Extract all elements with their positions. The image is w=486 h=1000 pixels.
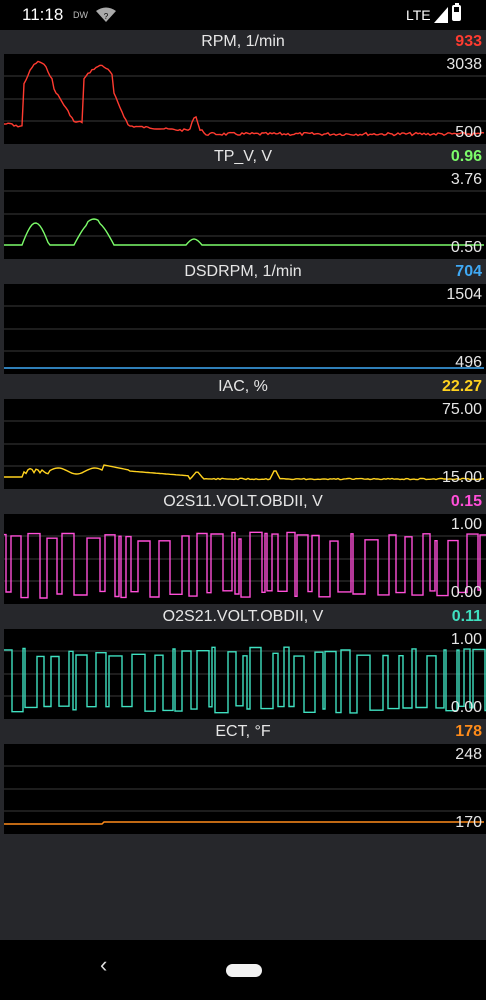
series-line [4, 646, 486, 714]
gauge-plot-svg [4, 190, 486, 246]
gauge-title: ECT, °F [215, 723, 271, 740]
battery-fill [454, 12, 459, 19]
gauge-panel[interactable]: ECT, °F 178 248 170 [0, 720, 486, 835]
gauge-panel[interactable]: IAC, % 22.27 75.00 15.00 [0, 375, 486, 490]
axis-max-label: 1.00 [450, 516, 482, 533]
back-icon[interactable]: ‹ [100, 952, 108, 977]
axis-min-label: 500 [455, 124, 482, 141]
gauge-panel[interactable]: RPM, 1/min 933 3038 500 [0, 30, 486, 145]
gauge-current-value: 704 [455, 263, 482, 280]
gauge-plot-svg [4, 531, 486, 599]
gauge-title: IAC, % [218, 378, 268, 395]
axis-max-label: 1504 [446, 286, 482, 303]
gauge-plot: 1.00 0.00 [4, 629, 486, 719]
series-line [4, 218, 484, 246]
gauge-title: O2S11.VOLT.OBDII, V [163, 493, 323, 510]
gauge-current-value: 0.11 [451, 608, 482, 625]
series-line [4, 821, 484, 825]
gauge-title: TP_V, V [213, 148, 273, 165]
status-time: 11:18 [22, 5, 64, 24]
gauge-plot-svg [4, 305, 486, 369]
gauge-plot: 3.76 0.50 [4, 169, 486, 259]
axis-max-label: 75.00 [441, 401, 482, 418]
gauge-panel[interactable]: O2S11.VOLT.OBDII, V 0.15 1.00 0.00 [0, 490, 486, 605]
gauge-current-value: 178 [455, 723, 482, 740]
battery-tip [455, 3, 459, 5]
svg-text:?: ? [104, 12, 109, 21]
axis-min-label: 0.00 [450, 699, 482, 716]
gauge-title: DSDRPM, 1/min [184, 263, 302, 280]
series-line [4, 60, 485, 137]
battery-icon [452, 5, 461, 21]
gauge-current-value: 933 [455, 33, 482, 50]
wifi-question-icon: ? [96, 7, 116, 22]
app-badge: DW [73, 10, 88, 20]
gauge-current-value: 0.96 [450, 148, 482, 165]
axis-min-label: 15.00 [441, 469, 482, 486]
gauge-plot: 1504 496 [4, 284, 486, 374]
gauge-title: RPM, 1/min [201, 33, 285, 50]
network-type: LTE [406, 7, 431, 23]
gauge-plot: 1.00 0.00 [4, 514, 486, 604]
gauge-panel[interactable]: TP_V, V 0.96 3.76 0.50 [0, 145, 486, 260]
gauge-title: O2S21.VOLT.OBDII, V [162, 608, 324, 625]
axis-max-label: 248 [455, 746, 482, 763]
axis-min-label: 0.50 [450, 239, 482, 256]
gauge-plot: 3038 500 [4, 54, 486, 144]
gauge-plot-svg [4, 420, 486, 481]
gauge-plot-svg [4, 60, 486, 137]
axis-max-label: 3.76 [450, 171, 482, 188]
series-line [4, 464, 485, 481]
home-pill-icon[interactable] [226, 964, 262, 977]
axis-min-label: 170 [455, 814, 482, 831]
axis-max-label: 3038 [446, 56, 482, 73]
gauge-plot-svg [4, 765, 486, 825]
gauge-plot-svg [4, 646, 486, 714]
series-line [4, 531, 486, 599]
axis-max-label: 1.00 [450, 631, 482, 648]
axis-min-label: 0.00 [450, 584, 482, 601]
axis-min-label: 496 [455, 354, 482, 371]
gauge-panel[interactable]: DSDRPM, 1/min 704 1504 496 [0, 260, 486, 375]
gauge-current-value: 0.15 [450, 493, 482, 510]
gauge-plot: 75.00 15.00 [4, 399, 486, 489]
status-bar [0, 0, 486, 30]
gauge-plot: 248 170 [4, 744, 486, 834]
gauge-current-value: 22.27 [441, 378, 482, 395]
gauge-panel[interactable]: O2S21.VOLT.OBDII, V 0.11 1.00 0.00 [0, 605, 486, 720]
signal-icon [434, 7, 448, 23]
